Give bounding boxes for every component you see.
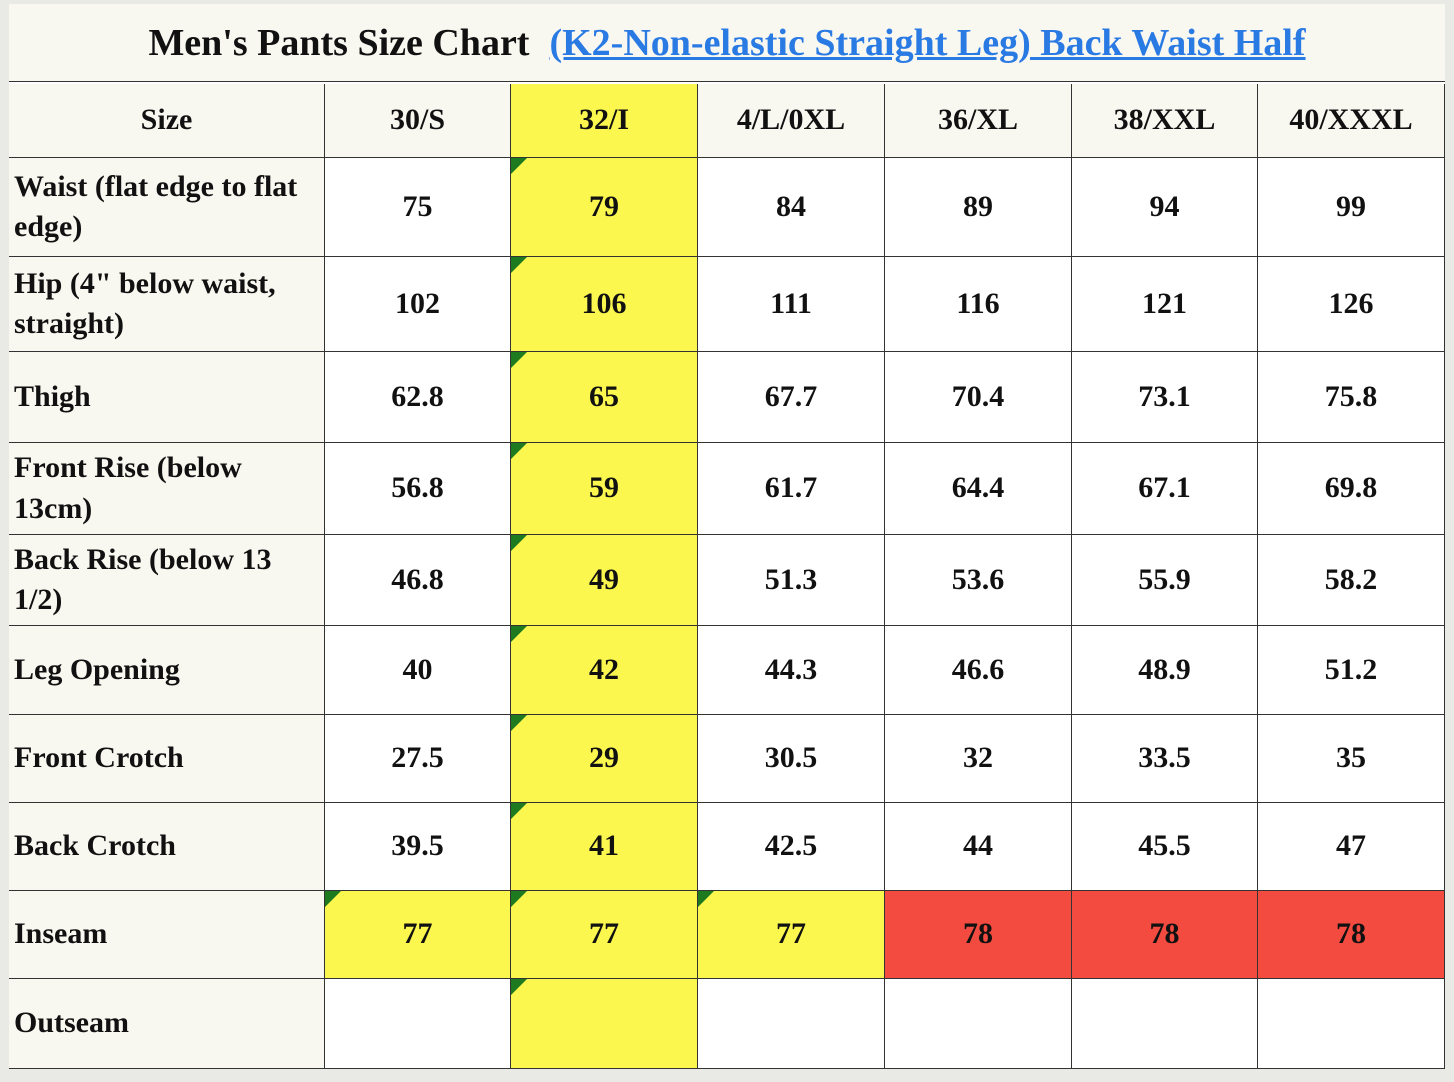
value-cell: 70.4 — [885, 352, 1072, 443]
value-cell: 55.9 — [1072, 535, 1258, 626]
value-cell: 27.5 — [325, 715, 511, 803]
value-cell: 53.6 — [885, 535, 1072, 626]
value-cell: 47 — [1258, 803, 1445, 891]
value-cell: 78 — [1072, 891, 1258, 979]
value-cell: 62.8 — [325, 352, 511, 443]
value-cell — [1072, 979, 1258, 1069]
value-cell: 58.2 — [1258, 535, 1445, 626]
value-cell: 111 — [698, 257, 885, 352]
row-label: Thigh — [9, 352, 325, 443]
value-cell: 42 — [511, 626, 698, 715]
value-cell: 33.5 — [1072, 715, 1258, 803]
value-cell: 75.8 — [1258, 352, 1445, 443]
value-cell: 29 — [511, 715, 698, 803]
value-cell: 65 — [511, 352, 698, 443]
column-header: 38/XXL — [1072, 84, 1258, 158]
value-cell: 102 — [325, 257, 511, 352]
value-cell: 121 — [1072, 257, 1258, 352]
value-cell: 39.5 — [325, 803, 511, 891]
row-label: Hip (4" below waist, straight) — [9, 257, 325, 352]
row-label: Back Rise (below 13 1/2) — [9, 535, 325, 626]
title-bar: Men's Pants Size Chart (K2-Non-elastic S… — [9, 4, 1445, 82]
value-cell: 78 — [1258, 891, 1445, 979]
row-label: Leg Opening — [9, 626, 325, 715]
value-cell: 67.7 — [698, 352, 885, 443]
value-cell: 51.3 — [698, 535, 885, 626]
column-header: 36/XL — [885, 84, 1072, 158]
value-cell: 59 — [511, 443, 698, 535]
value-cell: 99 — [1258, 158, 1445, 257]
row-label: Outseam — [9, 979, 325, 1069]
value-cell: 46.6 — [885, 626, 1072, 715]
column-header: 4/L/0XL — [698, 84, 885, 158]
size-chart: Men's Pants Size Chart (K2-Non-elastic S… — [9, 4, 1445, 1069]
value-cell: 30.5 — [698, 715, 885, 803]
value-cell: 44 — [885, 803, 1072, 891]
value-cell — [885, 979, 1072, 1069]
value-cell: 40 — [325, 626, 511, 715]
value-cell: 77 — [511, 891, 698, 979]
value-cell — [1258, 979, 1445, 1069]
column-header: 40/XXXL — [1258, 84, 1445, 158]
column-header: Size — [9, 84, 325, 158]
value-cell: 116 — [885, 257, 1072, 352]
value-cell: 79 — [511, 158, 698, 257]
value-cell: 46.8 — [325, 535, 511, 626]
value-cell: 106 — [511, 257, 698, 352]
value-cell: 77 — [698, 891, 885, 979]
title-link[interactable]: (K2-Non-elastic Straight Leg) Back Waist… — [549, 21, 1306, 64]
value-cell: 84 — [698, 158, 885, 257]
value-cell: 35 — [1258, 715, 1445, 803]
value-cell: 32 — [885, 715, 1072, 803]
row-label: Front Crotch — [9, 715, 325, 803]
row-label: Waist (flat edge to flat edge) — [9, 158, 325, 257]
value-cell: 75 — [325, 158, 511, 257]
value-cell: 73.1 — [1072, 352, 1258, 443]
value-cell — [511, 979, 698, 1069]
value-cell: 42.5 — [698, 803, 885, 891]
value-cell — [325, 979, 511, 1069]
value-cell: 89 — [885, 158, 1072, 257]
value-cell — [698, 979, 885, 1069]
value-cell: 45.5 — [1072, 803, 1258, 891]
value-cell: 56.8 — [325, 443, 511, 535]
value-cell: 49 — [511, 535, 698, 626]
value-cell: 61.7 — [698, 443, 885, 535]
value-cell: 64.4 — [885, 443, 1072, 535]
value-cell: 48.9 — [1072, 626, 1258, 715]
value-cell: 67.1 — [1072, 443, 1258, 535]
value-cell: 41 — [511, 803, 698, 891]
value-cell: 126 — [1258, 257, 1445, 352]
value-cell: 78 — [885, 891, 1072, 979]
column-header: 32/I — [511, 84, 698, 158]
value-cell: 44.3 — [698, 626, 885, 715]
value-cell: 69.8 — [1258, 443, 1445, 535]
row-label: Inseam — [9, 891, 325, 979]
title: Men's Pants Size Chart — [148, 21, 530, 64]
row-label: Back Crotch — [9, 803, 325, 891]
row-label: Front Rise (below 13cm) — [9, 443, 325, 535]
value-cell: 94 — [1072, 158, 1258, 257]
value-cell: 77 — [325, 891, 511, 979]
value-cell: 51.2 — [1258, 626, 1445, 715]
column-header: 30/S — [325, 84, 511, 158]
